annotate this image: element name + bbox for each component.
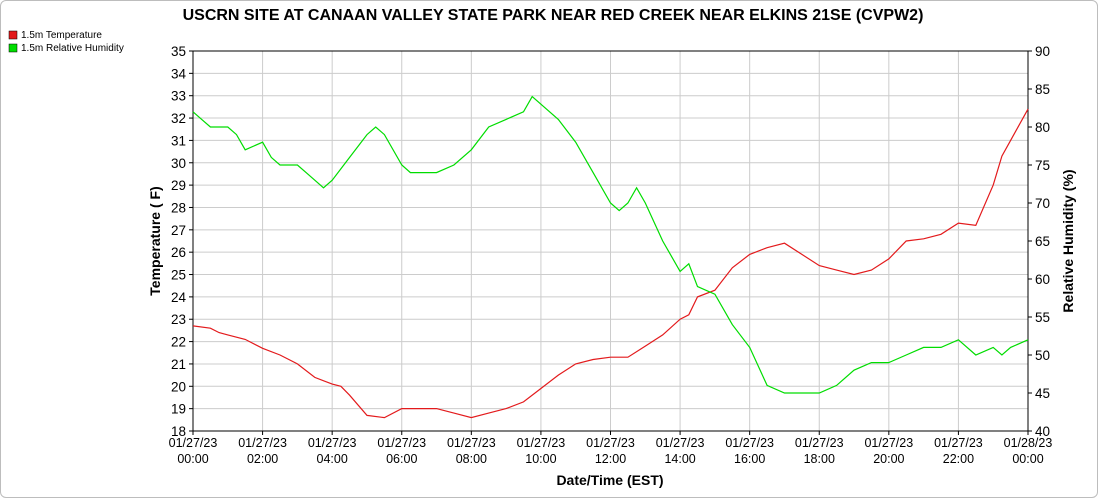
x-tick-time: 14:00	[664, 452, 695, 466]
left-tick-label: 26	[171, 245, 186, 260]
left-tick-label: 20	[171, 379, 186, 394]
right-tick-label: 55	[1035, 310, 1050, 325]
right-tick-label: 45	[1035, 386, 1050, 401]
chart-title: USCRN SITE AT CANAAN VALLEY STATE PARK N…	[183, 7, 924, 24]
x-tick-date: 01/27/23	[656, 436, 705, 450]
left-tick-label: 32	[171, 111, 186, 126]
left-tick-label: 23	[171, 312, 186, 327]
x-tick-time: 08:00	[456, 452, 487, 466]
legend: 1.5m Temperature 1.5m Relative Humidity	[8, 30, 124, 54]
series-line-temperature	[192, 108, 1029, 419]
left-tick-label: 19	[171, 402, 186, 417]
left-tick-label: 30	[171, 156, 186, 171]
x-tick-time: 20:00	[873, 452, 904, 466]
right-tick-label: 80	[1035, 120, 1050, 135]
left-tick-label: 29	[171, 178, 186, 193]
right-tick-label: 40	[1035, 424, 1050, 439]
plot-border	[192, 50, 1029, 432]
legend-label-temperature: 1.5m Temperature	[21, 30, 102, 41]
right-tick-label: 50	[1035, 348, 1050, 363]
x-tick-date: 01/27/23	[934, 436, 983, 450]
left-tick-label: 21	[171, 357, 186, 372]
x-tick-time: 02:00	[247, 452, 278, 466]
y-axis-right-label: Relative Humidity (%)	[1060, 169, 1076, 312]
x-tick-date: 01/27/23	[377, 436, 426, 450]
x-tick-time: 10:00	[525, 452, 556, 466]
right-tick-label: 70	[1035, 196, 1050, 211]
x-tick-date: 01/27/23	[586, 436, 635, 450]
x-tick-time: 12:00	[595, 452, 626, 466]
x-tick-date: 01/27/23	[517, 436, 566, 450]
left-tick-label: 35	[171, 44, 186, 59]
legend-label-humidity: 1.5m Relative Humidity	[21, 43, 124, 54]
left-tick-label: 25	[171, 268, 186, 283]
right-tick-label: 65	[1035, 234, 1050, 249]
x-tick-time: 16:00	[734, 452, 765, 466]
grid-lines	[193, 51, 1028, 431]
left-tick-label: 27	[171, 223, 186, 238]
x-tick-time: 00:00	[177, 452, 208, 466]
legend-swatch-humidity	[8, 43, 18, 53]
series-lines	[192, 95, 1029, 419]
series-line-humidity	[192, 95, 1029, 394]
axes	[189, 50, 1032, 435]
x-tick-date: 01/27/23	[864, 436, 913, 450]
x-tick-date: 01/27/23	[795, 436, 844, 450]
legend-swatch-temperature	[8, 30, 18, 40]
x-tick-time: 04:00	[317, 452, 348, 466]
x-tick-date: 01/27/23	[169, 436, 218, 450]
x-tick-time: 22:00	[943, 452, 974, 466]
y-axis-left-label: Temperature ( F)	[147, 186, 163, 295]
x-tick-time: 06:00	[386, 452, 417, 466]
left-tick-label: 33	[171, 89, 186, 104]
left-tick-label: 22	[171, 335, 186, 350]
right-tick-label: 90	[1035, 44, 1050, 59]
right-tick-label: 60	[1035, 272, 1050, 287]
left-tick-label: 34	[171, 66, 187, 81]
right-tick-label: 85	[1035, 82, 1050, 97]
x-tick-time: 18:00	[804, 452, 835, 466]
x-axis-label: Date/Time (EST)	[556, 472, 663, 488]
x-tick-date: 01/28/23	[1004, 436, 1053, 450]
left-y-tick-labels: 18 19 20 21 22 23 24 25 26 27 28 29 30 31 32 33 34 35	[171, 44, 187, 439]
x-tick-date: 01/27/23	[725, 436, 774, 450]
x-tick-labels: 01/27/23 00:00 01/27/23 02:00 01/27/23 04:00 0…	[169, 436, 1053, 466]
x-tick-date: 01/27/23	[308, 436, 357, 450]
right-y-tick-labels: 40 45 50 55 60 65 70 75 80 85 90	[1035, 44, 1050, 439]
left-tick-label: 28	[171, 200, 186, 215]
left-tick-label: 31	[171, 133, 186, 148]
left-tick-label: 24	[171, 290, 187, 305]
right-tick-label: 75	[1035, 158, 1050, 173]
x-tick-date: 01/27/23	[238, 436, 287, 450]
x-tick-date: 01/27/23	[447, 436, 496, 450]
x-tick-time: 00:00	[1012, 452, 1043, 466]
left-tick-label: 18	[171, 424, 186, 439]
